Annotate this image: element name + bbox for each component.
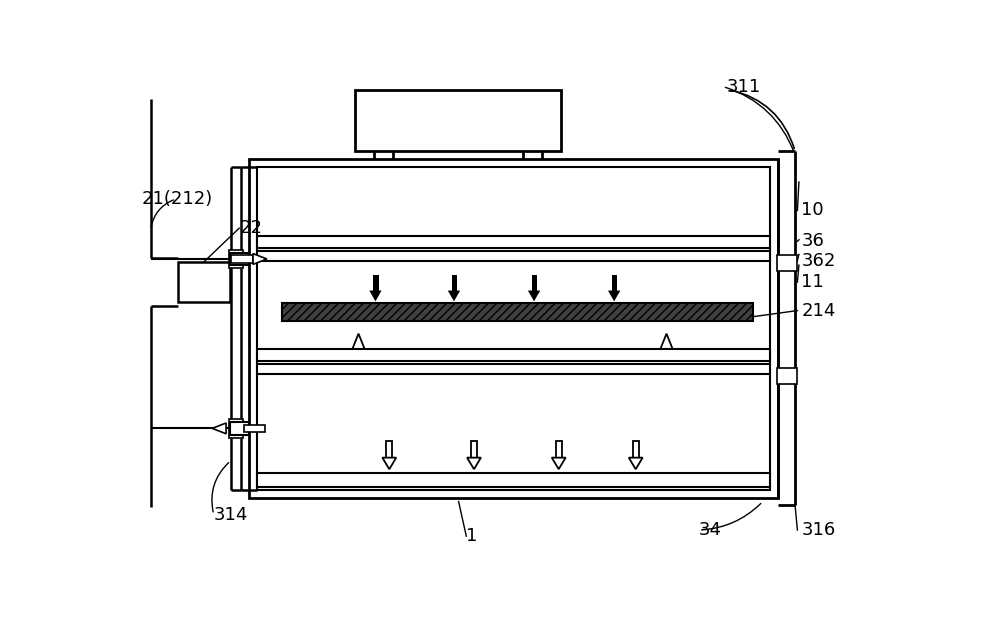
Polygon shape — [253, 254, 267, 264]
Text: 362: 362 — [801, 252, 836, 269]
Text: 10: 10 — [801, 201, 824, 220]
Text: 22: 22 — [239, 219, 262, 237]
Bar — [257, 251, 770, 261]
Text: 11: 11 — [801, 273, 824, 291]
Bar — [633, 440, 639, 457]
Polygon shape — [528, 290, 540, 302]
Polygon shape — [212, 423, 226, 433]
Bar — [386, 440, 392, 457]
Text: 316: 316 — [801, 521, 836, 539]
Bar — [556, 440, 562, 457]
Bar — [257, 363, 770, 374]
Bar — [471, 440, 477, 457]
Bar — [231, 255, 253, 263]
Text: 34: 34 — [699, 521, 722, 539]
Bar — [230, 422, 249, 435]
Polygon shape — [629, 457, 643, 469]
Bar — [532, 275, 537, 290]
Bar — [257, 236, 770, 248]
Polygon shape — [448, 290, 460, 302]
Bar — [373, 275, 379, 290]
Bar — [777, 255, 797, 271]
Bar — [282, 303, 753, 321]
Bar — [452, 275, 457, 290]
Polygon shape — [608, 290, 620, 302]
Bar — [229, 250, 243, 268]
Bar — [257, 473, 770, 487]
Polygon shape — [369, 290, 382, 302]
Bar — [249, 159, 778, 498]
Polygon shape — [552, 457, 566, 469]
Text: 314: 314 — [214, 505, 248, 524]
Text: 214: 214 — [801, 302, 836, 319]
Bar — [777, 369, 797, 384]
Polygon shape — [382, 457, 396, 469]
Bar — [229, 419, 243, 438]
Polygon shape — [467, 457, 481, 469]
Bar — [612, 275, 617, 290]
Bar — [244, 425, 265, 432]
Bar — [257, 167, 770, 490]
Text: 311: 311 — [727, 78, 761, 95]
Text: 21(212): 21(212) — [141, 190, 213, 208]
Bar — [355, 90, 561, 151]
Text: 36: 36 — [801, 232, 824, 251]
Text: 1: 1 — [466, 527, 478, 545]
Bar — [230, 253, 249, 265]
Bar — [178, 262, 230, 302]
Bar — [257, 349, 770, 362]
